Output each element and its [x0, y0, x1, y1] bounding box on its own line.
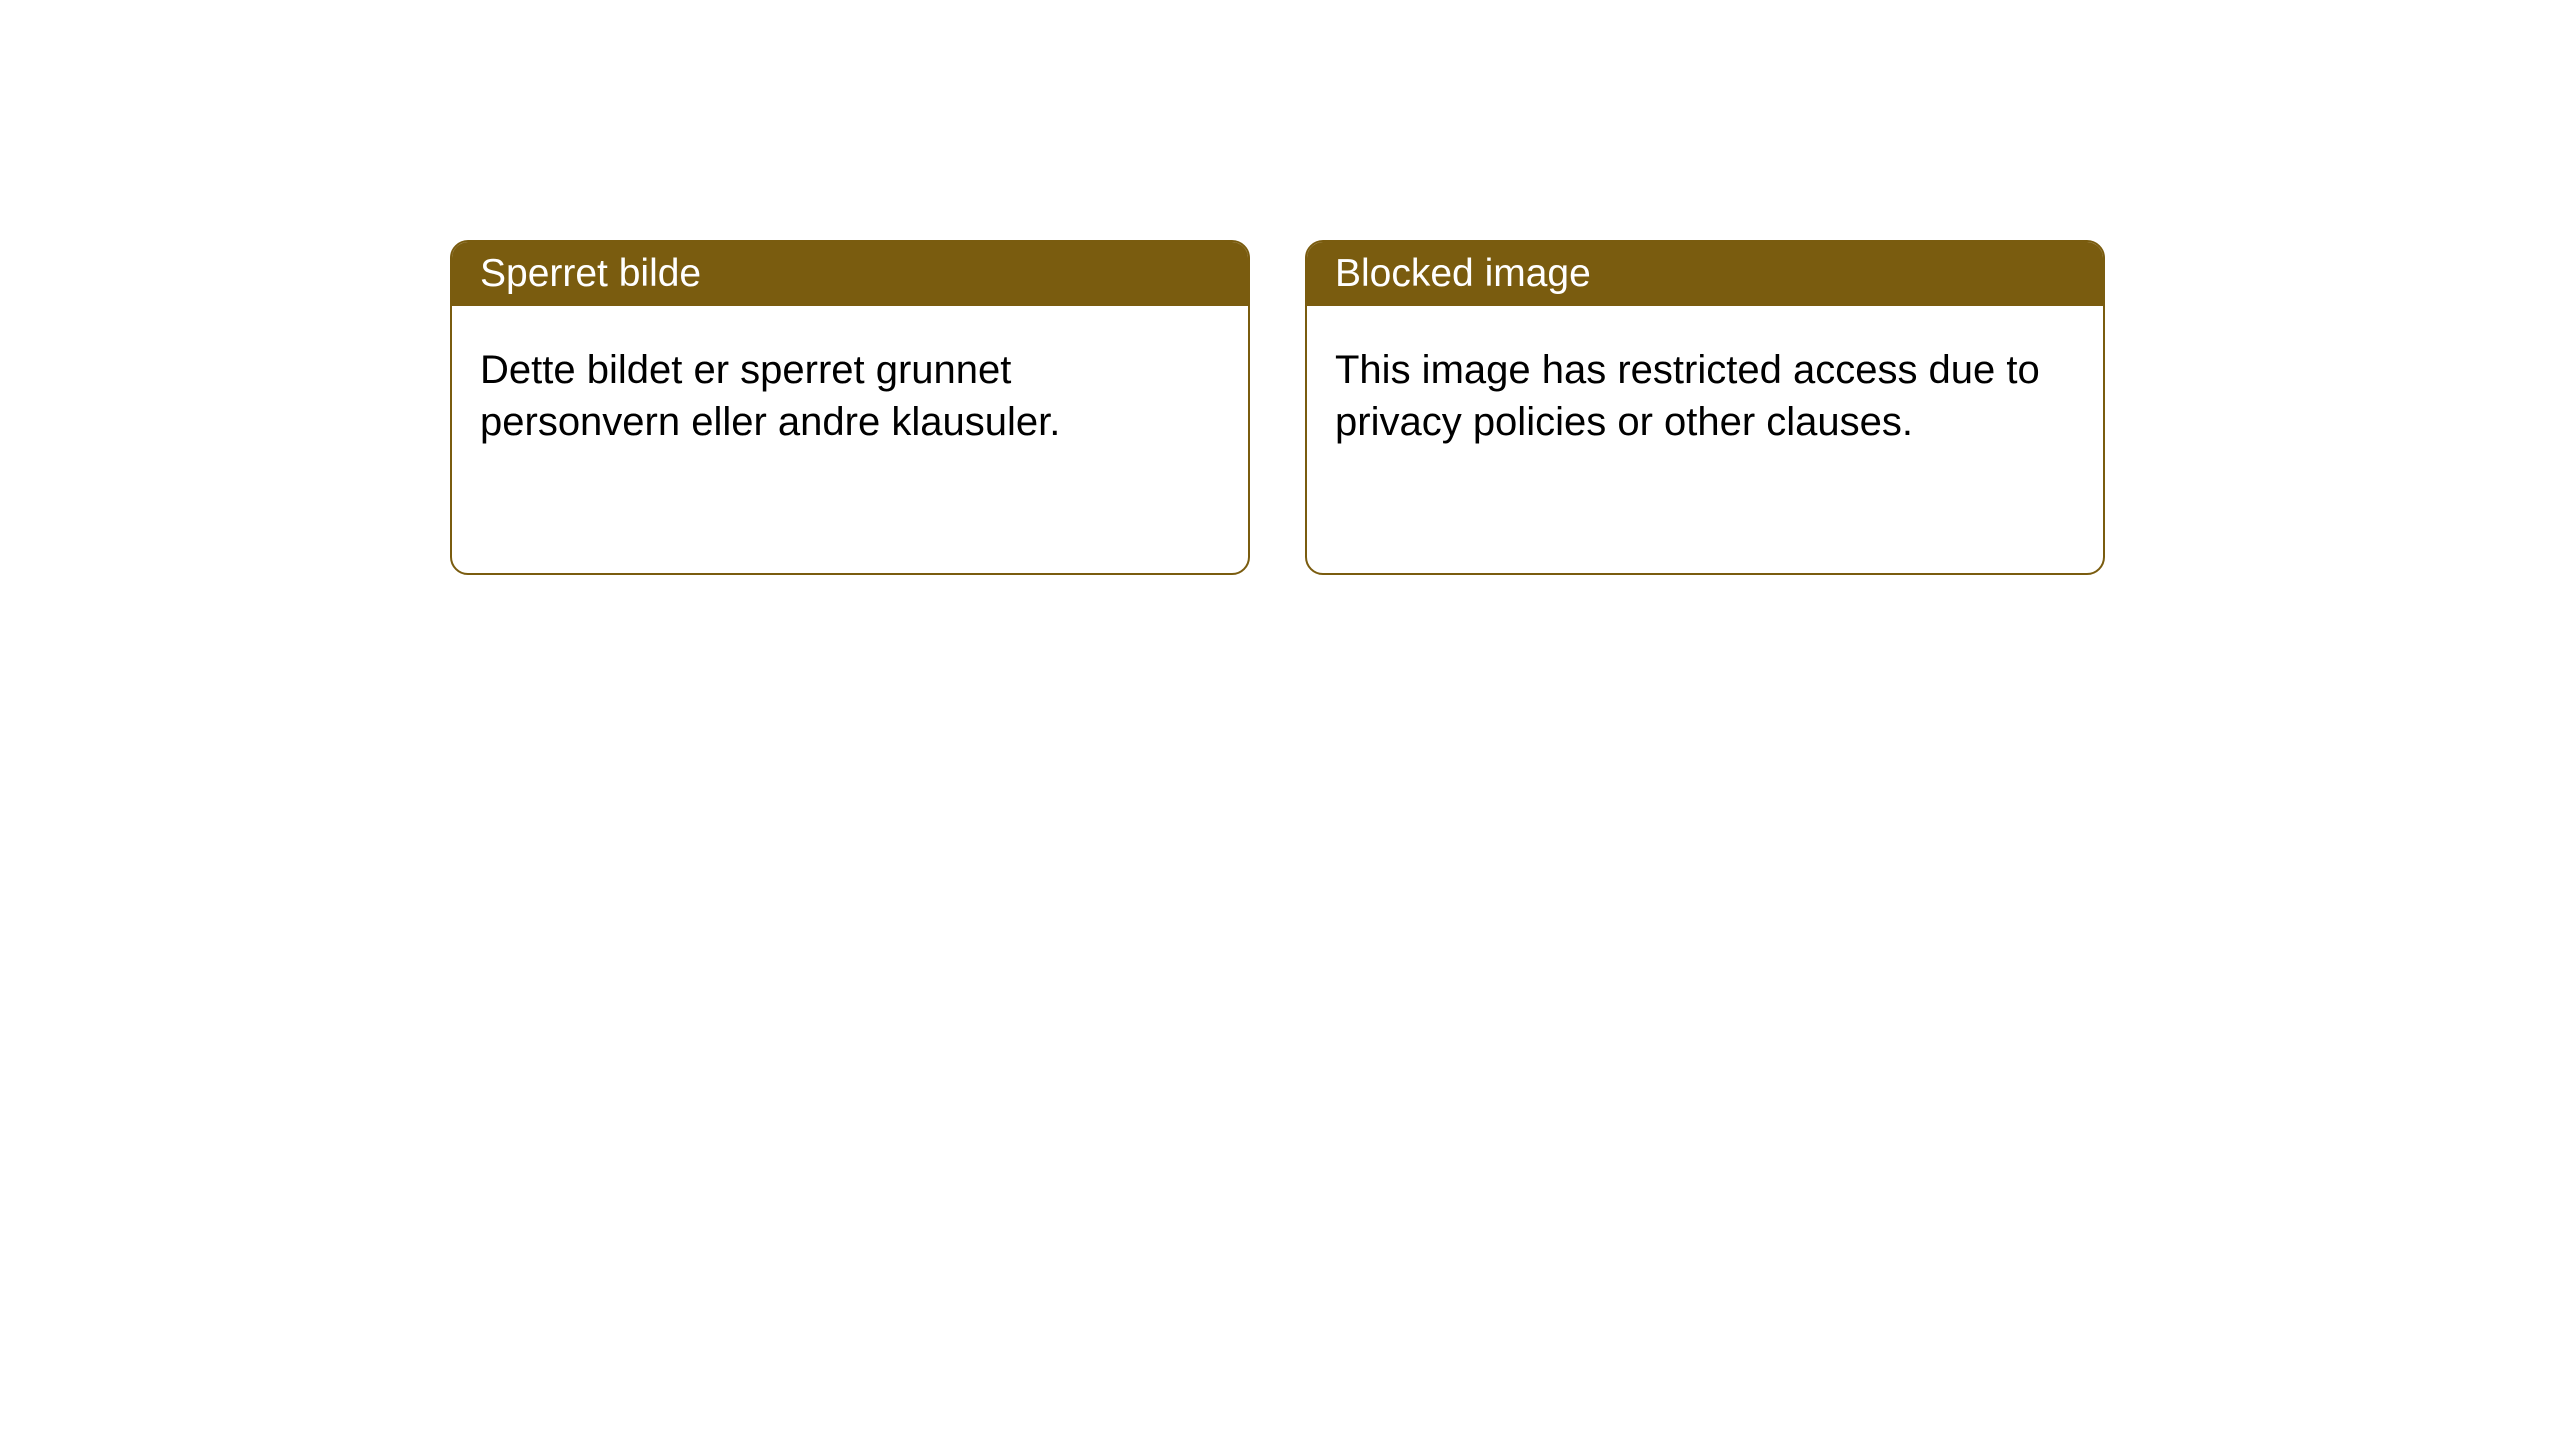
notice-header: Blocked image — [1307, 242, 2103, 306]
notice-card-english: Blocked image This image has restricted … — [1305, 240, 2105, 575]
notice-title: Sperret bilde — [480, 252, 701, 295]
notice-header: Sperret bilde — [452, 242, 1248, 306]
notice-cards-container: Sperret bilde Dette bildet er sperret gr… — [0, 0, 2560, 575]
notice-body: Dette bildet er sperret grunnet personve… — [452, 306, 1248, 486]
notice-card-norwegian: Sperret bilde Dette bildet er sperret gr… — [450, 240, 1250, 575]
notice-body: This image has restricted access due to … — [1307, 306, 2103, 486]
notice-title: Blocked image — [1335, 252, 1591, 295]
notice-body-text: Dette bildet er sperret grunnet personve… — [480, 348, 1060, 444]
notice-body-text: This image has restricted access due to … — [1335, 348, 2040, 444]
